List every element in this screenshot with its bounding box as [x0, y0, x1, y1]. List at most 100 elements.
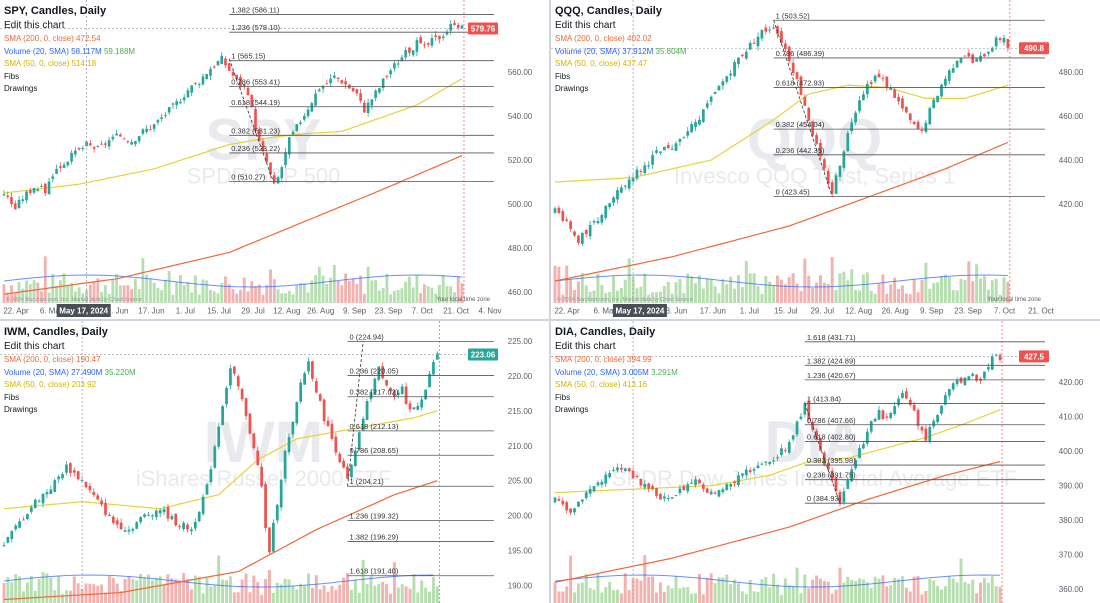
chart-panel-spy[interactable]: SPY SPDR S&P 500 560.00 540.00 520.00 500.00 4… [0, 0, 549, 319]
chart-panel-dia[interactable]: DIA SPDR Dow Jones Industrial Average ETF… [551, 321, 1100, 603]
timezone-label[interactable]: Your local time zone [436, 297, 490, 303]
volume-bar [795, 567, 799, 603]
chart-panel-iwm[interactable]: IWM iShares Russell 2000 ETF 225.00 220.00 2… [0, 321, 549, 603]
x-tick-label: 9. Sep [343, 307, 367, 316]
candle [627, 467, 631, 473]
legend-volume-value2: 35.220M [104, 367, 136, 377]
candle [111, 133, 115, 142]
legend-sma50[interactable]: SMA (50, 0, close) 437.47 [555, 58, 687, 71]
candle [342, 458, 346, 469]
edit-chart-link[interactable]: Edit this chart [555, 341, 616, 352]
candle [737, 57, 740, 68]
candle [971, 53, 975, 64]
candle [235, 74, 239, 83]
volume-bar [171, 294, 175, 303]
volume-bar [608, 291, 612, 303]
edit-chart-link[interactable]: Edit this chart [555, 20, 616, 31]
candle [314, 89, 317, 107]
candle [357, 430, 361, 452]
candle [426, 42, 430, 48]
legend-sma50[interactable]: SMA (50, 0, close) 203.92 [4, 379, 136, 392]
legend-sma200[interactable]: SMA (200, 0, close) 472.54 [4, 33, 135, 46]
candle [221, 404, 224, 426]
legend-drawings[interactable]: Drawings [555, 84, 589, 93]
y-tick-label: 195.00 [508, 547, 533, 556]
volume-bar [209, 289, 212, 303]
legend-drawings[interactable]: Drawings [4, 84, 38, 93]
volume-bar [162, 584, 166, 603]
volume-bar [37, 578, 41, 603]
legend-fibs[interactable]: Fibs [4, 71, 20, 81]
candle [333, 71, 336, 79]
candle [229, 364, 232, 390]
fib-anchor-line[interactable] [228, 58, 275, 185]
volume-bar [334, 590, 338, 603]
legend-drawings[interactable]: Drawings [4, 405, 38, 414]
edit-chart-link[interactable]: Edit this chart [4, 20, 65, 31]
volume-bar [170, 578, 174, 603]
volume-bar [576, 281, 580, 303]
candle [600, 479, 604, 488]
candle [627, 175, 631, 191]
fib-anchor-line[interactable] [773, 20, 833, 197]
legend-fibs[interactable]: Fibs [555, 392, 571, 402]
volume-bar [651, 292, 655, 303]
legend-sma50[interactable]: SMA (50, 0, close) 413.16 [555, 379, 678, 392]
volume-bar [61, 594, 65, 603]
volume-bar [240, 579, 244, 603]
panel-divider-vertical[interactable] [549, 0, 551, 603]
edit-chart-link[interactable]: Edit this chart [4, 341, 65, 352]
candle [881, 409, 885, 420]
candle [254, 106, 257, 134]
fib-anchor-line[interactable] [347, 341, 364, 487]
volume-bar [881, 274, 885, 303]
legend-fibs[interactable]: Fibs [4, 392, 20, 402]
candle [799, 413, 803, 421]
fib-anchor-line[interactable] [804, 403, 841, 504]
candle [291, 421, 295, 438]
legend-sma50[interactable]: SMA (50, 0, close) 514.18 [4, 58, 135, 71]
candle [713, 490, 717, 495]
legend-volume[interactable]: Volume (20, SMA) 3.005M 3.291M [555, 367, 678, 380]
legend-sma50-value: 437.47 [622, 59, 648, 68]
chart-title: QQQ, Candles, Daily [555, 5, 662, 17]
legend-drawings[interactable]: Drawings [555, 405, 589, 414]
timezone-label[interactable]: Your local time zone [987, 297, 1041, 303]
fib-level-label: 0 (224.94) [350, 332, 385, 341]
legend-volume-value2: 59.188M [103, 46, 136, 56]
candle [725, 75, 729, 84]
candle [865, 80, 869, 98]
legend-sma200[interactable]: SMA (200, 0, close) 394.99 [555, 354, 678, 367]
legend-volume[interactable]: Volume (20, SMA) 37.912M 35.804M [555, 46, 687, 59]
volume-bar [588, 291, 592, 303]
legend-volume[interactable]: Volume (20, SMA) 27.490M 35.220M [4, 367, 136, 380]
candle [908, 112, 912, 124]
legend-sma200[interactable]: SMA (200, 0, close) 190.47 [4, 354, 136, 367]
fib-level-label: 1 (204.21) [350, 477, 385, 486]
candle [569, 507, 572, 516]
candle [272, 519, 275, 552]
chart-panel-qqq[interactable]: QQQ Invesco QQQ Trust, Series 1 480.00 460.… [551, 0, 1100, 319]
volume-bar [608, 581, 612, 603]
volume-bar [834, 589, 838, 603]
fib-level-label: 1.382 (586.11) [231, 6, 280, 15]
candle [240, 388, 244, 402]
volume-bar [889, 585, 893, 603]
legend-volume[interactable]: Volume (20, SMA) 58.117M 59.188M [4, 46, 135, 59]
volume-bar [897, 289, 901, 303]
legend-sma200[interactable]: SMA (200, 0, close) 402.02 [555, 33, 687, 46]
panel-divider-horizontal[interactable] [0, 319, 1100, 321]
volume-bar [299, 583, 303, 603]
volume-bar [287, 290, 291, 303]
volume-bar [623, 573, 627, 603]
legend-fibs[interactable]: Fibs [555, 71, 571, 81]
volume-bar [690, 276, 694, 303]
volume-bar [431, 577, 435, 603]
candle [400, 383, 404, 395]
volume-bar [838, 567, 842, 603]
volume-bar [256, 581, 260, 603]
